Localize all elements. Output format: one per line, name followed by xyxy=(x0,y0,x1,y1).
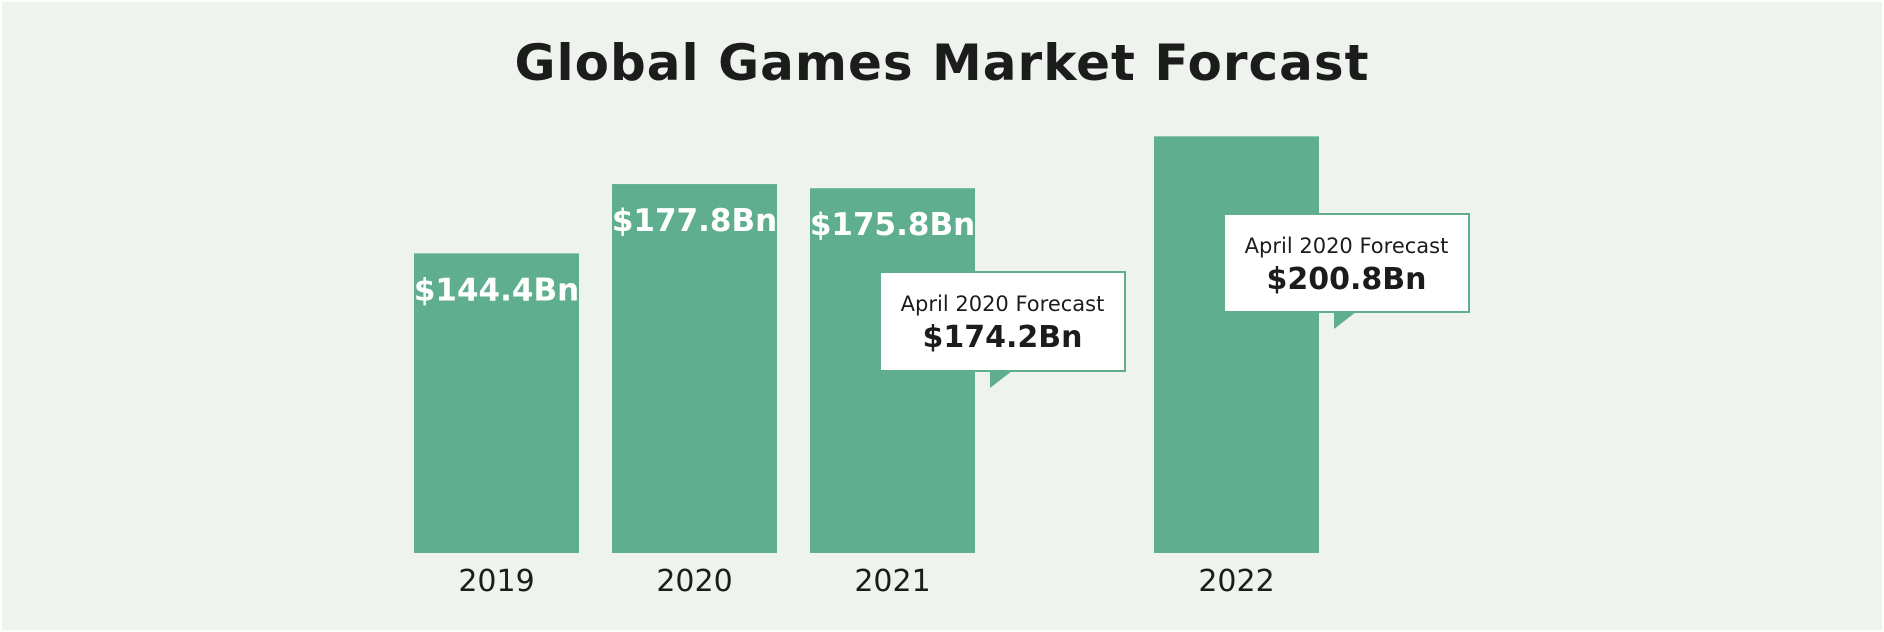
bar-2020 xyxy=(612,184,777,553)
x-tick-label-2021: 2021 xyxy=(854,564,930,599)
callout-box-2021 xyxy=(879,271,1126,372)
chart-title: Global Games Market Forcast xyxy=(514,34,1370,92)
callout-value-2021: $174.2Bn xyxy=(923,320,1083,355)
bar-value-label-2020: $177.8Bn xyxy=(612,203,777,239)
bar-2022 xyxy=(1154,136,1319,553)
bar-2019 xyxy=(414,253,579,553)
callout-tail-2022 xyxy=(1334,312,1356,329)
callout-label-2021: April 2020 Forecast xyxy=(901,292,1105,316)
callout-value-2022: $200.8Bn xyxy=(1267,262,1427,297)
x-tick-label-2020: 2020 xyxy=(656,564,732,599)
x-tick-label-2019: 2019 xyxy=(458,564,534,599)
bar-value-label-2019: $144.4Bn xyxy=(414,272,579,308)
x-tick-label-2022: 2022 xyxy=(1198,564,1274,599)
callout-tail-2021 xyxy=(990,371,1012,388)
bar-value-label-2021: $175.8Bn xyxy=(810,207,975,243)
callout-label-2022: April 2020 Forecast xyxy=(1245,234,1449,258)
